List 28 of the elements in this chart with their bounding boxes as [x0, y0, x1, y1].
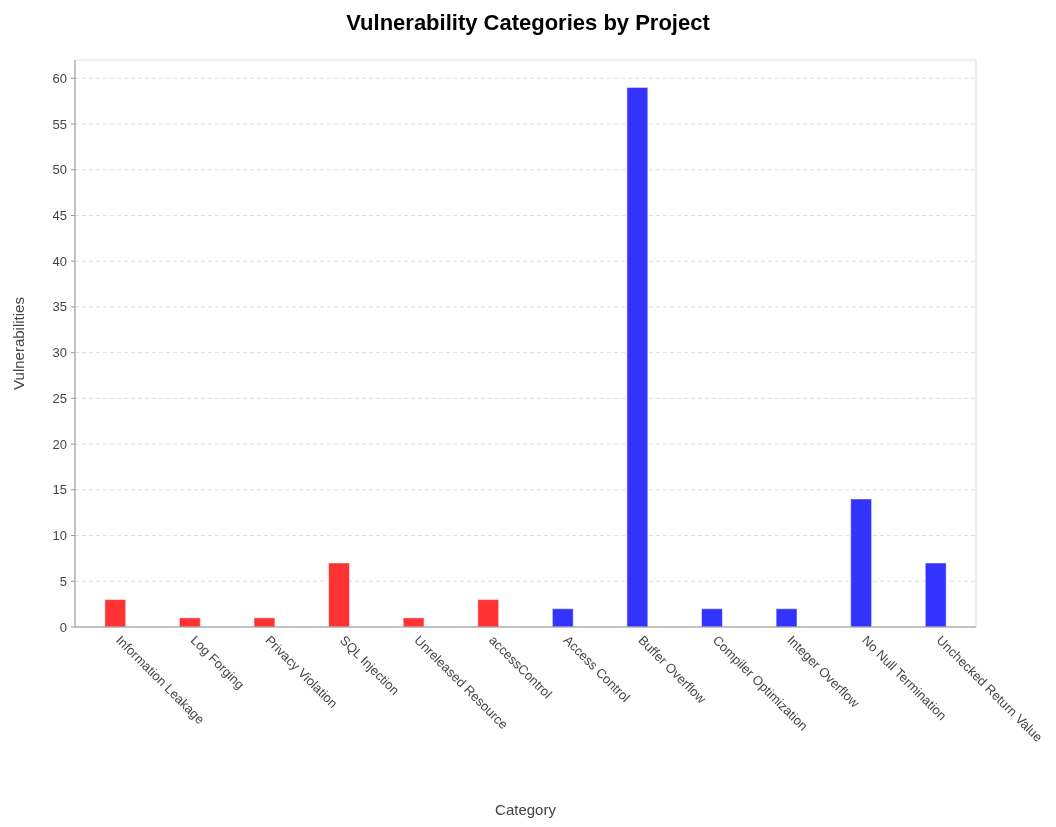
x-axis-title: Category — [495, 801, 557, 818]
y-axis-title: Vulnerabilities — [10, 297, 27, 390]
bar — [178, 617, 201, 628]
y-tick-label: 50 — [52, 162, 67, 178]
y-tick-label: 25 — [52, 390, 67, 406]
y-tick-label: 45 — [52, 208, 67, 224]
y-tick-label: 40 — [52, 253, 67, 269]
bar — [701, 608, 723, 628]
bar — [850, 498, 873, 628]
bar — [402, 617, 425, 628]
y-tick-label: 55 — [52, 116, 67, 132]
bar — [924, 562, 947, 628]
y-tick-label: 60 — [52, 70, 67, 86]
y-tick-label: 20 — [52, 436, 67, 452]
y-tick-label: 10 — [52, 528, 67, 544]
y-tick-label: 30 — [52, 345, 67, 361]
bar — [253, 617, 276, 628]
bar — [477, 599, 500, 628]
bar — [626, 86, 649, 628]
y-tick-label: 0 — [59, 619, 67, 635]
bar — [775, 608, 798, 628]
chart-title: Vulnerability Categories by Project — [346, 10, 711, 35]
bar — [328, 562, 350, 628]
y-tick-label: 35 — [52, 299, 67, 315]
bar — [551, 608, 574, 628]
y-tick-label: 5 — [59, 573, 67, 589]
bar — [104, 599, 127, 628]
y-tick-label: 15 — [52, 482, 67, 498]
